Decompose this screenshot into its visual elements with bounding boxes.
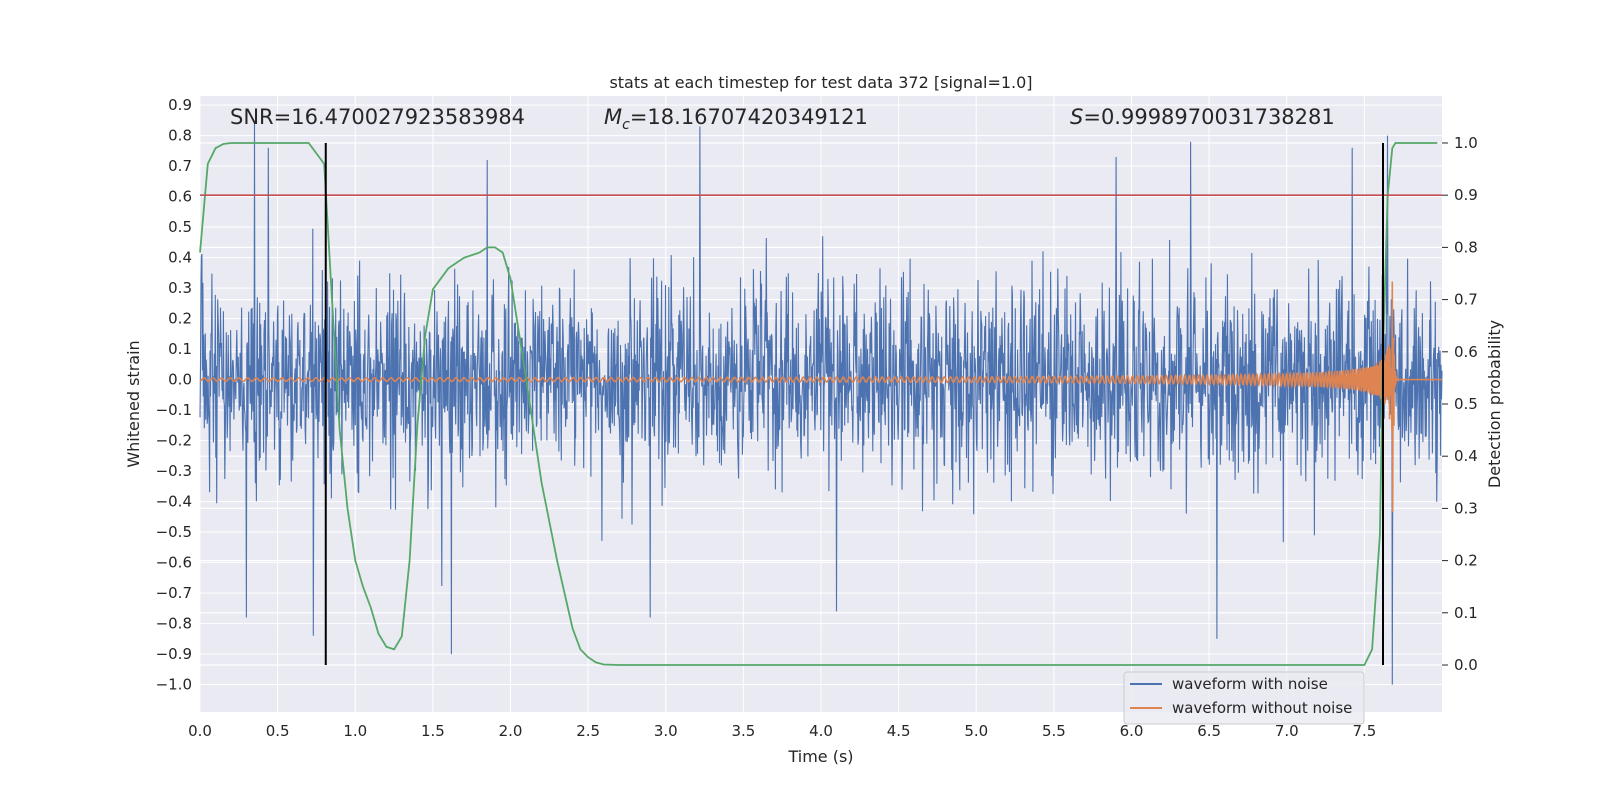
probability-line xyxy=(199,142,1438,666)
noise-waveform-line xyxy=(199,123,1443,685)
y-left-tick-label: −0.3 xyxy=(156,462,192,480)
y-left-tick-label: 0.6 xyxy=(168,188,192,206)
x-tick-label: 5.0 xyxy=(964,722,988,740)
y-left-tick-label: −0.9 xyxy=(156,645,192,663)
s-symbol: S xyxy=(1070,105,1083,129)
y-left-tick-label: −1.0 xyxy=(156,676,192,694)
y-right-tick-label: 0.4 xyxy=(1454,447,1478,465)
plot-area xyxy=(199,123,1443,685)
y-left-tick-label: −0.2 xyxy=(156,432,192,450)
y-right-tick-label: 0.5 xyxy=(1454,395,1478,413)
x-tick-label: 1.0 xyxy=(343,722,367,740)
y-left-tick-label: 0.4 xyxy=(168,249,192,267)
y-left-axis-ticks: 0.9 0.8 0.7 0.6 0.5 0.4 0.3 0.2 0.1 0.0 −0.1 −0.2 −0… xyxy=(156,96,192,693)
y-left-axis-label: Whitened strain xyxy=(124,340,143,467)
y-right-tick-label: 1.0 xyxy=(1454,134,1478,152)
legend-box xyxy=(1123,671,1365,725)
x-tick-label: 5.5 xyxy=(1042,722,1066,740)
y-left-tick-label: −0.7 xyxy=(156,584,192,602)
x-tick-label: 4.5 xyxy=(887,722,911,740)
x-tick-label: 6.5 xyxy=(1197,722,1221,740)
s-value: =0.9998970031738281 xyxy=(1083,105,1334,129)
legend-label-waveform-without-noise: waveform without noise xyxy=(1172,699,1352,717)
series-detection-probability xyxy=(199,142,1438,666)
series-waveform-with-noise xyxy=(199,123,1443,685)
vertical-markers xyxy=(324,142,1385,666)
x-tick-label: 2.0 xyxy=(499,722,523,740)
chart-title: stats at each timestep for test data 372… xyxy=(609,73,1032,92)
x-tick-label: 7.0 xyxy=(1275,722,1299,740)
y-left-tick-label: 0.0 xyxy=(168,371,192,389)
y-left-tick-label: −0.1 xyxy=(156,401,192,419)
y-left-tick-label: 0.1 xyxy=(168,340,192,358)
y-left-tick-label: −0.6 xyxy=(156,554,192,572)
chirp-mass-subscript: c xyxy=(622,117,630,133)
x-tick-label: 6.0 xyxy=(1120,722,1144,740)
y-right-tick-label: 0.9 xyxy=(1454,186,1478,204)
y-right-tick-label: 0.1 xyxy=(1454,604,1478,622)
chirp-mass-symbol: M xyxy=(604,105,622,129)
y-left-tick-label: 0.3 xyxy=(168,279,192,297)
y-left-tick-label: 0.2 xyxy=(168,310,192,328)
y-right-tick-label: 0.2 xyxy=(1454,552,1478,570)
legend: waveform with noise waveform without noi… xyxy=(1123,671,1365,725)
snr-annotation: SNR=16.470027923583984 xyxy=(230,105,525,129)
snr-value: 16.470027923583984 xyxy=(291,105,525,129)
y-left-tick-label: −0.4 xyxy=(156,493,192,511)
y-left-tick-label: 0.5 xyxy=(168,218,192,236)
x-tick-label: 1.5 xyxy=(421,722,445,740)
x-tick-label: 0.5 xyxy=(266,722,290,740)
y-right-axis-label: Detection probability xyxy=(1485,320,1504,488)
y-right-tick-label: 0.3 xyxy=(1454,499,1478,517)
y-right-tick-label: 0.7 xyxy=(1454,291,1478,309)
y-left-tick-label: −0.5 xyxy=(156,523,192,541)
series-waveform-without-noise xyxy=(199,281,1442,512)
y-left-tick-label: −0.8 xyxy=(156,615,192,633)
x-tick-label: 7.5 xyxy=(1352,722,1376,740)
x-tick-label: 3.5 xyxy=(731,722,755,740)
legend-label-waveform-with-noise: waveform with noise xyxy=(1172,675,1328,693)
y-left-tick-label: 0.9 xyxy=(168,96,192,114)
x-tick-label: 3.0 xyxy=(654,722,678,740)
x-axis-ticks: 0.0 0.5 1.0 1.5 2.0 2.5 3.0 3.5 4.0 4.5 5.0 5.5 6.0 6… xyxy=(188,722,1376,740)
y-right-tick-label: 0.6 xyxy=(1454,343,1478,361)
y-left-tick-label: 0.7 xyxy=(168,157,192,175)
chirp-waveform-line xyxy=(199,281,1442,512)
y-left-tick-label: 0.8 xyxy=(168,127,192,145)
x-axis-label: Time (s) xyxy=(787,747,853,766)
snr-prefix: SNR= xyxy=(230,105,291,129)
y-right-tick-label: 0.0 xyxy=(1454,656,1478,674)
x-tick-label: 4.0 xyxy=(809,722,833,740)
x-tick-label: 0.0 xyxy=(188,722,212,740)
x-tick-label: 2.5 xyxy=(576,722,600,740)
s-annotation: S=0.9998970031738281 xyxy=(1070,105,1335,129)
y-right-tick-label: 0.8 xyxy=(1454,238,1478,256)
y-right-axis-ticks: 1.0 0.9 0.8 0.7 0.6 0.5 0.4 0.3 0.2 0.1 0.0 xyxy=(1442,134,1478,674)
chirp-mass-value: =18.16707420349121 xyxy=(630,105,868,129)
chirp-mass-annotation: Mc=18.16707420349121 xyxy=(604,105,868,133)
